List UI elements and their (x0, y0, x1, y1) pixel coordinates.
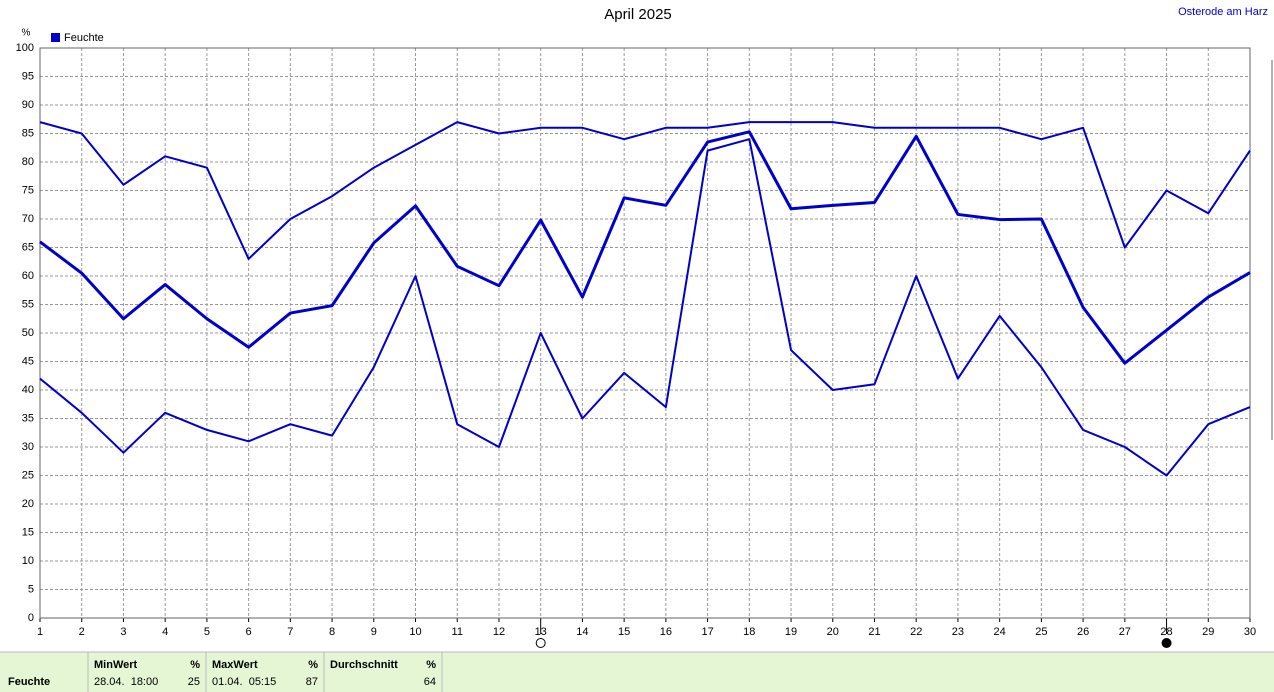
y-tick-label: 45 (22, 355, 34, 367)
summary-value: 64 (424, 676, 436, 688)
summary-background (0, 652, 1274, 692)
x-tick-label: 27 (1119, 626, 1131, 638)
x-tick-label: 23 (952, 626, 964, 638)
summary-time: 01.04. 05:15 (212, 676, 276, 688)
legend-label: Feuchte (64, 32, 104, 44)
data-line (39, 121, 1251, 260)
x-tick-label: 8 (329, 626, 335, 638)
summary-unit: % (426, 659, 436, 671)
x-tick-label: 16 (660, 626, 672, 638)
y-tick-label: 65 (22, 241, 34, 253)
x-tick-label: 6 (246, 626, 252, 638)
summary-value: 25 (188, 676, 200, 688)
y-tick-label: 15 (22, 526, 34, 538)
data-line (39, 130, 1251, 365)
y-tick-label: 80 (22, 156, 34, 168)
x-tick-label: 17 (701, 626, 713, 638)
x-tick-label: 11 (452, 626, 463, 638)
data-line (39, 138, 1251, 477)
y-tick-label: 35 (22, 412, 34, 424)
x-tick-label: 30 (1244, 626, 1256, 638)
y-tick-label: 55 (22, 298, 34, 310)
y-tick-label: 10 (22, 555, 34, 567)
x-tick-label: 10 (409, 626, 421, 638)
summary-header: MinWert (94, 659, 138, 671)
y-tick-label: 25 (22, 469, 34, 481)
x-tick-label: 1 (37, 626, 43, 638)
summary-unit: % (308, 659, 318, 671)
chart-title: April 2025 (604, 6, 672, 23)
x-tick-label: 12 (493, 626, 505, 638)
x-tick-label: 4 (162, 626, 168, 638)
x-tick-label: 14 (576, 626, 588, 638)
x-tick-label: 24 (994, 626, 1006, 638)
x-tick-label: 7 (287, 626, 293, 638)
legend-swatch (51, 33, 60, 42)
summary-row-label: Feuchte (8, 676, 50, 688)
moon-marker (1161, 638, 1172, 648)
y-tick-label: 30 (22, 441, 34, 453)
x-tick-label: 25 (1035, 626, 1047, 638)
y-tick-label: 20 (22, 498, 34, 510)
y-tick-label: 5 (28, 583, 34, 595)
summary-unit: % (190, 659, 200, 671)
chart-subtitle: Osterode am Harz (1178, 6, 1268, 18)
y-tick-label: 100 (16, 42, 34, 54)
y-tick-label: 40 (22, 384, 34, 396)
x-tick-label: 19 (785, 626, 797, 638)
y-tick-label: 60 (22, 270, 34, 282)
moon-marker (535, 638, 546, 648)
y-tick-label: 70 (22, 213, 34, 225)
y-tick-label: 50 (22, 327, 34, 339)
y-axis-label: % (22, 28, 31, 39)
summary-header: MaxWert (212, 659, 258, 671)
y-tick-label: 95 (22, 70, 34, 82)
x-tick-label: 29 (1202, 626, 1214, 638)
plot-frame (39, 47, 1251, 619)
x-tick-label: 21 (868, 626, 880, 638)
y-tick-label: 75 (22, 184, 34, 196)
summary-value: 87 (306, 676, 318, 688)
x-tick-label: 5 (204, 626, 210, 638)
x-tick-label: 2 (79, 626, 85, 638)
y-tick-label: 85 (22, 127, 34, 139)
x-tick-label: 26 (1077, 626, 1089, 638)
x-tick-label: 15 (618, 626, 630, 638)
y-tick-label: 0 (28, 612, 34, 624)
x-tick-label: 9 (371, 626, 377, 638)
y-tick-label: 90 (22, 99, 34, 111)
x-tick-label: 3 (120, 626, 126, 638)
x-tick-label: 18 (743, 626, 755, 638)
x-tick-label: 20 (827, 626, 839, 638)
summary-header: Durchschnitt (330, 659, 398, 671)
summary-time: 28.04. 18:00 (94, 676, 158, 688)
x-tick-label: 22 (910, 626, 922, 638)
